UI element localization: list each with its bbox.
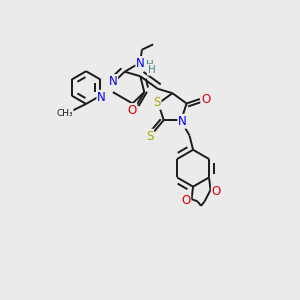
Text: CH₃: CH₃ [56,109,73,118]
Text: N: N [98,91,106,104]
Text: S: S [146,130,153,142]
Text: S: S [153,96,160,109]
Text: H: H [146,60,154,70]
Text: N: N [136,57,145,70]
Text: O: O [127,104,136,117]
Text: O: O [212,185,221,198]
Text: O: O [201,92,211,106]
Text: H: H [148,65,155,75]
Text: N: N [109,75,117,88]
Text: N: N [178,115,187,128]
Text: O: O [181,194,190,207]
